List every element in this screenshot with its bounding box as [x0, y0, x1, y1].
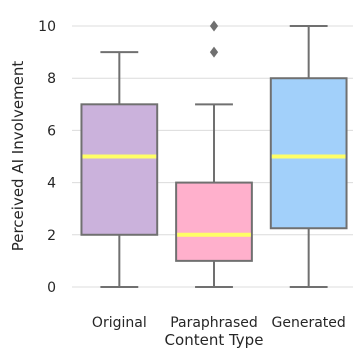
- y-tick-label: 2: [47, 228, 56, 244]
- y-tick-label: 8: [47, 71, 56, 87]
- y-tick-label: 10: [38, 19, 56, 35]
- outlier-point: [209, 20, 219, 32]
- box-paraphrased: [175, 20, 253, 288]
- y-tick-label: 0: [47, 280, 56, 296]
- y-tick-labels: 0 2 4 6 8 10: [38, 19, 56, 296]
- x-tick-label: Original: [92, 315, 147, 331]
- box-generated: [269, 25, 348, 288]
- y-tick-label: 4: [47, 176, 56, 192]
- y-axis-label: Perceived AI Involvement: [9, 61, 27, 252]
- y-tick-label: 6: [47, 123, 56, 139]
- boxes: [80, 20, 348, 288]
- x-tick-label: Paraphrased: [170, 315, 258, 331]
- iqr-box: [80, 103, 159, 236]
- iqr-box: [269, 77, 348, 230]
- iqr-box: [175, 181, 253, 262]
- outlier-point: [209, 46, 219, 58]
- box-original: [80, 51, 159, 288]
- x-axis-label: Content Type: [165, 331, 264, 349]
- x-tick-labels: Original Paraphrased Generated: [92, 315, 346, 331]
- x-tick-label: Generated: [272, 315, 346, 331]
